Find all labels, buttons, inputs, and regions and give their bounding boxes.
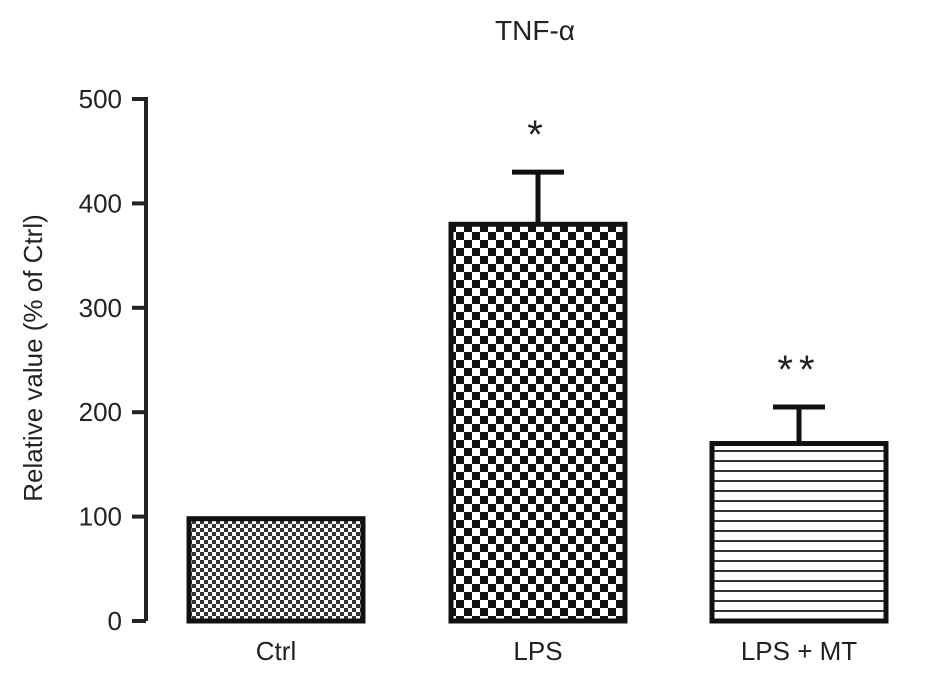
x-category-label: LPS bbox=[513, 636, 562, 666]
error-bars-group bbox=[512, 169, 825, 444]
x-category-label: Ctrl bbox=[256, 636, 296, 666]
y-tick-label: 300 bbox=[79, 293, 122, 323]
y-tick-label: 500 bbox=[79, 84, 122, 114]
y-tick-label: 200 bbox=[79, 397, 122, 427]
y-axis-label: Relative value (% of Ctrl) bbox=[18, 214, 48, 502]
significance-markers: *** bbox=[527, 113, 820, 392]
chart-title: TNF-α bbox=[495, 15, 575, 46]
y-tick-label: 100 bbox=[79, 502, 122, 532]
bar-lps-mt bbox=[709, 441, 889, 624]
bar-ctrl bbox=[186, 516, 366, 624]
bar-lps bbox=[448, 221, 628, 624]
y-tick-label: 0 bbox=[108, 606, 122, 636]
bars-group bbox=[186, 221, 889, 624]
significance-marker: * bbox=[527, 113, 549, 157]
y-axis-ticks: 0 100 200 300 400 500 bbox=[79, 84, 146, 636]
significance-marker: ** bbox=[777, 348, 820, 392]
x-category-label: LPS + MT bbox=[741, 636, 857, 666]
x-axis-categories: Ctrl LPS LPS + MT bbox=[256, 636, 857, 666]
y-tick-label: 400 bbox=[79, 188, 122, 218]
